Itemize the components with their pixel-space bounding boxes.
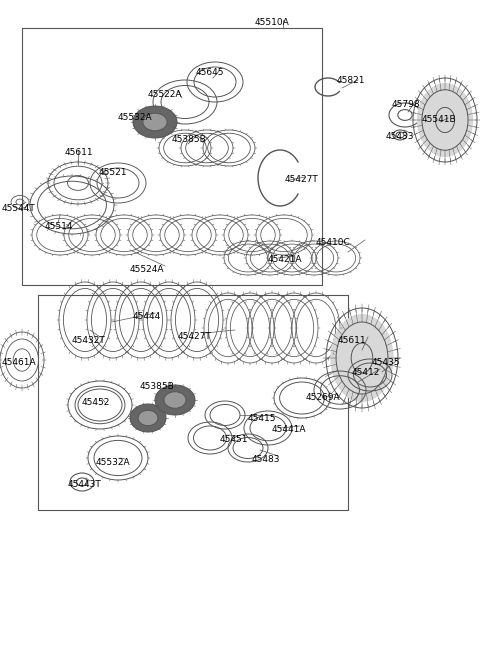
Text: 45410C: 45410C: [316, 238, 351, 247]
Text: 45385B: 45385B: [140, 382, 175, 391]
Text: 45821: 45821: [337, 76, 365, 85]
Text: 45385B: 45385B: [172, 135, 207, 144]
Text: 45522A: 45522A: [148, 90, 182, 99]
Ellipse shape: [164, 392, 186, 408]
Text: 45532A: 45532A: [118, 113, 153, 122]
Text: 45521: 45521: [99, 168, 128, 177]
Text: 45432T: 45432T: [72, 336, 106, 345]
Text: 45532A: 45532A: [96, 458, 131, 467]
Text: 45427T: 45427T: [178, 332, 212, 341]
Text: 45611: 45611: [65, 148, 94, 157]
Ellipse shape: [155, 385, 195, 415]
Text: 45645: 45645: [196, 68, 225, 77]
Text: 45433: 45433: [386, 132, 415, 141]
Text: 45514: 45514: [45, 222, 73, 231]
Text: 45421A: 45421A: [268, 255, 302, 264]
Text: 45544T: 45544T: [2, 204, 36, 213]
Text: 45451: 45451: [220, 435, 249, 444]
Ellipse shape: [130, 404, 166, 432]
Text: 45441A: 45441A: [272, 425, 307, 434]
Text: 45483: 45483: [252, 455, 280, 464]
Text: 45412: 45412: [352, 368, 380, 377]
Text: 45435: 45435: [372, 358, 400, 367]
Ellipse shape: [133, 106, 177, 138]
Text: 45611: 45611: [338, 336, 367, 345]
Text: 45444: 45444: [133, 312, 161, 321]
Text: 45461A: 45461A: [2, 358, 36, 367]
Ellipse shape: [417, 83, 473, 157]
Text: 45415: 45415: [248, 414, 276, 423]
Text: 45510A: 45510A: [255, 18, 290, 27]
Text: 45452: 45452: [82, 398, 110, 407]
Ellipse shape: [138, 410, 158, 426]
Text: 45269A: 45269A: [306, 393, 341, 402]
Ellipse shape: [330, 314, 394, 402]
Text: 45798: 45798: [392, 100, 420, 109]
Text: 45524A: 45524A: [130, 265, 165, 274]
Text: 45427T: 45427T: [285, 175, 319, 184]
Ellipse shape: [143, 113, 167, 131]
Text: 45443T: 45443T: [68, 480, 102, 489]
Text: 45541B: 45541B: [422, 115, 456, 124]
